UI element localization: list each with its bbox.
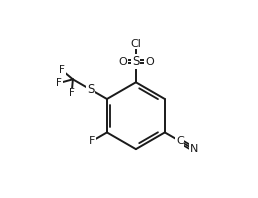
- Text: S: S: [132, 55, 140, 68]
- Text: O: O: [118, 57, 127, 67]
- Text: F: F: [59, 65, 65, 75]
- Text: S: S: [87, 83, 94, 96]
- Text: O: O: [145, 57, 154, 67]
- Text: F: F: [56, 78, 62, 88]
- Text: Cl: Cl: [131, 39, 141, 49]
- Text: F: F: [69, 89, 75, 98]
- Text: F: F: [89, 136, 95, 146]
- Text: C: C: [176, 136, 184, 146]
- Text: N: N: [190, 144, 198, 154]
